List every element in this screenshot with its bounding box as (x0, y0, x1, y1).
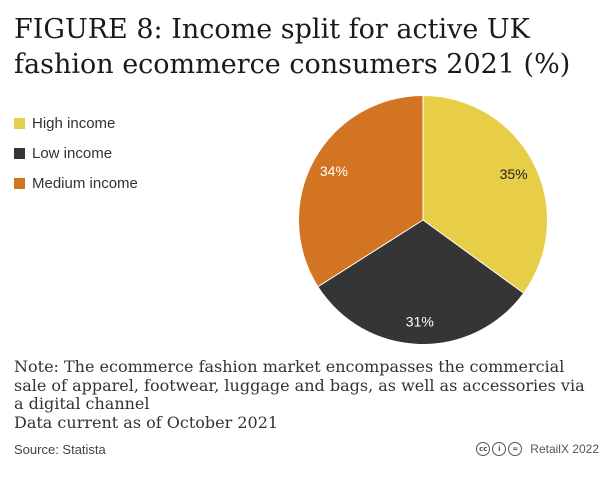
pie-slice-low-income (318, 220, 524, 344)
legend-swatch-high-income (14, 117, 25, 129)
legend-item-medium-income: Medium income (14, 168, 138, 198)
slice-separator (422, 219, 524, 294)
pie-slice-medium-income (299, 96, 423, 287)
note-text: Note: The ecommerce fashion market encom… (14, 357, 585, 413)
credit-text: RetailX 2022 (530, 442, 599, 456)
legend-swatch-low-income (14, 147, 25, 159)
legend: High income Low income Medium income (14, 108, 138, 198)
data-current-text: Data current as of October 2021 (14, 412, 279, 432)
legend-item-low-income: Low income (14, 138, 138, 168)
source-text: Source: Statista (14, 442, 106, 457)
legend-label-medium-income: Medium income (32, 174, 138, 192)
credit: cc i = RetailX 2022 (476, 442, 599, 456)
slice-label-high-income: 35% (500, 166, 528, 182)
slice-label-low-income: 31% (406, 314, 434, 330)
legend-item-high-income: High income (14, 108, 138, 138)
by-icon: i (492, 442, 507, 456)
pie-slice-high-income (423, 96, 547, 293)
legend-swatch-medium-income (14, 177, 25, 189)
chart-title: FIGURE 8: Income split for active UK fas… (14, 14, 571, 80)
slice-label-medium-income: 34% (320, 163, 348, 179)
cc-icon: cc (476, 442, 491, 456)
slice-separator (318, 219, 424, 287)
license-badges: cc i = (476, 442, 524, 456)
legend-label-high-income: High income (32, 114, 116, 132)
nd-icon: = (508, 442, 523, 456)
legend-label-low-income: Low income (32, 144, 113, 162)
chart-note: Note: The ecommerce fashion market encom… (14, 357, 599, 432)
